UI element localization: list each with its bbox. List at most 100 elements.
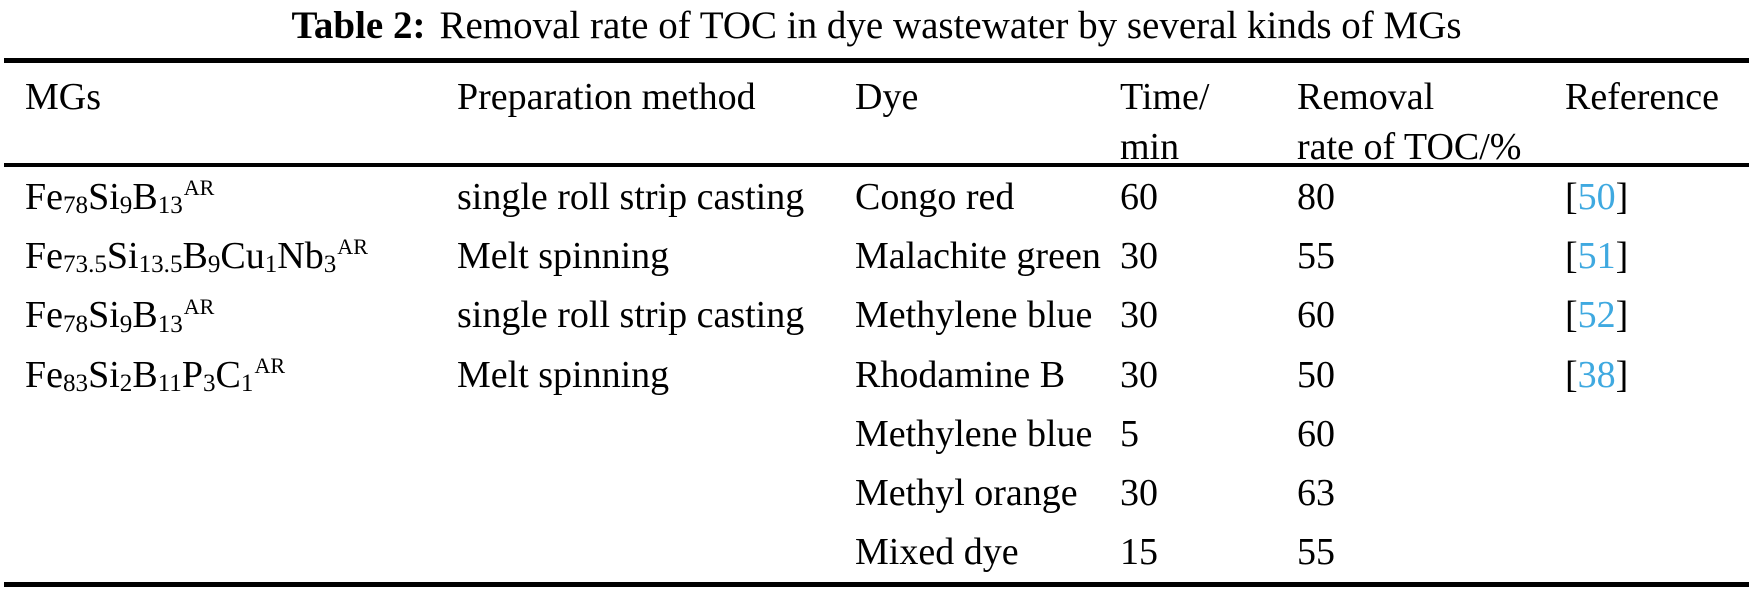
formula-text: B	[132, 175, 158, 218]
formula-subscript: 1	[240, 370, 254, 398]
cell-dye: Mixed dye	[855, 531, 1019, 574]
reference-number: 52	[1577, 294, 1616, 337]
reference-bracket-close: ]	[1615, 234, 1629, 277]
reference-link[interactable]: [38]	[1565, 354, 1628, 396]
cell-mg: Fe78Si9B13AR	[25, 293, 457, 337]
formula-subscript: 9	[119, 192, 133, 220]
formula-subscript: 2	[119, 370, 133, 398]
formula-subscript: 9	[119, 310, 133, 338]
formula-text: Fe	[25, 234, 63, 277]
formula-text: B	[132, 294, 158, 337]
table-body: Fe78Si9B13AR single roll strip casting Con…	[4, 167, 1749, 582]
formula-subscript: 83	[63, 370, 89, 398]
formula-text: Si	[88, 175, 120, 218]
formula-subscript: 3	[323, 251, 337, 279]
data-table: MGs Preparation method Dye Time/ min Rem…	[4, 58, 1749, 588]
reference-number: 38	[1577, 353, 1616, 396]
formula-subscript: 11	[157, 370, 182, 398]
reference-bracket-open: [	[1565, 353, 1578, 396]
cell-removal-rate: 80	[1297, 175, 1335, 218]
table-row: Fe83Si2B11P3C1AR Melt spinning Rhodamine B…	[4, 345, 1749, 404]
reference-bracket-open: [	[1565, 294, 1578, 337]
cell-reference: [38]	[1565, 356, 1749, 394]
formula-text: B	[132, 353, 158, 396]
cell-preparation-method: single roll strip casting	[457, 175, 805, 218]
formula-subscript: 3	[202, 370, 216, 398]
table-caption-label: Table 2:	[291, 4, 426, 47]
formula-text: Fe	[25, 175, 63, 218]
cell-removal-rate: 55	[1297, 234, 1335, 277]
table-caption-text: Removal rate of TOC in dye wastewater by…	[439, 4, 1462, 47]
formula-subscript: 78	[63, 310, 89, 338]
reference-bracket-close: ]	[1615, 353, 1629, 396]
reference-link[interactable]: [51]	[1565, 235, 1628, 277]
reference-bracket-open: [	[1565, 234, 1578, 277]
cell-preparation-method: Melt spinning	[457, 353, 670, 396]
formula-subscript: 78	[63, 192, 89, 220]
table-row: Fe73.5Si13.5B9Cu1Nb3AR Melt spinning Malac…	[4, 226, 1749, 285]
cell-time-min: 5	[1120, 412, 1139, 455]
cell-reference: [52]	[1565, 296, 1749, 334]
cell-reference: [51]	[1565, 237, 1749, 275]
formula-subscript: 1	[264, 251, 278, 279]
reference-link[interactable]: [52]	[1565, 294, 1628, 336]
cell-removal-rate: 50	[1297, 353, 1335, 396]
table-row: Fe78Si9B13AR single roll strip casting Con…	[4, 167, 1749, 226]
formula-text: Si	[88, 294, 120, 337]
cell-preparation-method: single roll strip casting	[457, 294, 805, 337]
formula-text: Si	[88, 353, 120, 396]
cell-dye: Methyl orange	[855, 472, 1078, 515]
cell-time-min: 15	[1120, 531, 1158, 574]
formula-text: C	[215, 353, 241, 396]
reference-bracket-open: [	[1565, 175, 1578, 218]
cell-removal-rate: 60	[1297, 294, 1335, 337]
formula-superscript: AR	[254, 352, 286, 378]
formula-subscript: 13	[157, 310, 183, 338]
cell-mg: Fe78Si9B13AR	[25, 174, 457, 220]
column-header-preparation-method: Preparation method	[457, 76, 756, 118]
column-header-dye: Dye	[855, 76, 919, 118]
formula-text: Cu	[220, 234, 265, 277]
cell-removal-rate: 55	[1297, 531, 1335, 574]
reference-bracket-close: ]	[1615, 175, 1629, 218]
cell-dye: Congo red	[855, 175, 1015, 218]
table-caption: Table 2: Removal rate of TOC in dye waste…	[0, 4, 1753, 48]
formula-superscript: AR	[183, 293, 215, 319]
cell-dye: Malachite green	[855, 234, 1101, 277]
reference-link[interactable]: [50]	[1565, 176, 1628, 218]
table-row: Fe78Si9B13AR single roll strip casting Met…	[4, 286, 1749, 345]
table-row: Methyl orange 30 63	[4, 463, 1749, 522]
cell-dye: Methylene blue	[855, 412, 1093, 455]
formula-text: Fe	[25, 353, 63, 396]
column-header-removal-rate: Removal rate of TOC/%	[1297, 76, 1522, 168]
formula-text: P	[181, 353, 203, 396]
formula-text: Fe	[25, 294, 63, 337]
reference-number: 50	[1577, 175, 1616, 218]
table-row: Methylene blue 5 60	[4, 404, 1749, 463]
cell-reference: [50]	[1565, 178, 1749, 216]
formula-subscript: 13	[157, 192, 183, 220]
cell-mg: Fe83Si2B11P3C1AR	[25, 352, 457, 398]
cell-mg: Fe73.5Si13.5B9Cu1Nb3AR	[25, 234, 457, 279]
cell-time-min: 30	[1120, 472, 1158, 515]
cell-dye: Methylene blue	[855, 294, 1093, 337]
formula-superscript: AR	[183, 174, 215, 200]
formula-text: Si	[106, 234, 139, 277]
cell-removal-rate: 63	[1297, 472, 1335, 515]
cell-removal-rate: 60	[1297, 412, 1335, 455]
formula-text: B	[182, 234, 208, 277]
formula-subscript: 9	[207, 251, 221, 279]
cell-time-min: 30	[1120, 294, 1158, 337]
formula-superscript: AR	[337, 234, 368, 260]
column-header-mgs: MGs	[25, 76, 102, 118]
formula-subscript: 73.5	[63, 251, 107, 279]
formula-subscript: 13.5	[138, 251, 183, 279]
column-header-time-min: Time/ min	[1120, 76, 1210, 168]
reference-number: 51	[1577, 234, 1616, 277]
table-row: Mixed dye 15 55	[4, 523, 1749, 582]
formula-text: Nb	[277, 234, 324, 277]
cell-time-min: 60	[1120, 175, 1158, 218]
reference-bracket-close: ]	[1615, 294, 1629, 337]
table-header-row: MGs Preparation method Dye Time/ min Rem…	[4, 63, 1749, 168]
